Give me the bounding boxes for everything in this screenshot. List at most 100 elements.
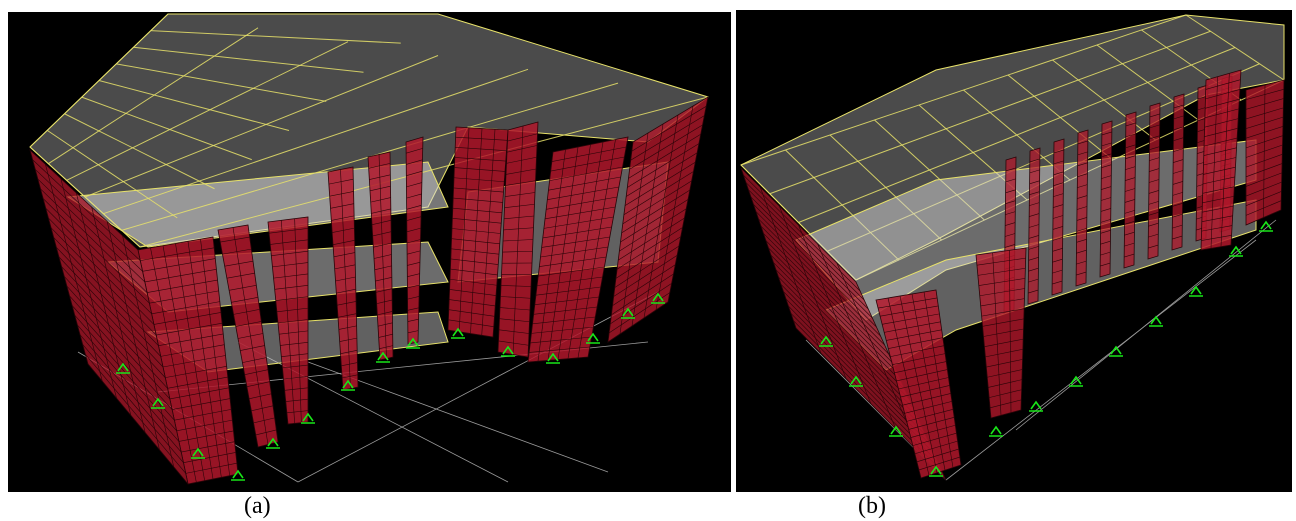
shear-wall-mesh-h xyxy=(220,236,250,243)
support-symbol xyxy=(406,337,420,349)
shear-wall-mesh-h xyxy=(896,369,948,382)
shear-wall-mesh-h xyxy=(912,432,957,446)
shear-wall-mesh-h xyxy=(333,252,356,258)
shear-wall-mesh-h xyxy=(1028,289,1039,294)
shear-wall-mesh-h xyxy=(882,313,940,325)
shear-wall-mesh-h xyxy=(1124,220,1135,225)
shear-wall-mesh-h xyxy=(329,191,354,197)
shear-wall-mesh-h xyxy=(615,236,681,279)
shear-wall-mesh-h xyxy=(332,240,355,245)
shear-wall-mesh-h xyxy=(884,321,941,333)
shear-wall-mesh-h xyxy=(406,193,422,199)
shear-wall-mesh-h xyxy=(543,216,614,229)
shear-wall-mesh-h xyxy=(149,290,219,304)
shear-wall-mesh-h xyxy=(371,220,392,225)
shear-wall-mesh-h xyxy=(50,227,157,336)
shear-wall-mesh-h xyxy=(1245,107,1284,120)
support-symbol xyxy=(501,345,515,357)
shear-wall-mesh-h xyxy=(451,238,500,245)
shear-wall-mesh-h xyxy=(450,268,498,276)
shear-wall-mesh-h xyxy=(624,161,696,206)
shear-wall-mesh-h xyxy=(1205,89,1240,100)
shear-wall-mesh-h xyxy=(172,398,231,410)
support-symbol xyxy=(889,425,903,437)
ground-grid-line xyxy=(297,291,659,483)
shear-wall-mesh-h xyxy=(1052,215,1064,219)
roof-gridline xyxy=(740,14,1187,166)
shear-wall-mesh-h xyxy=(1173,159,1184,163)
shear-wall-mesh-h xyxy=(334,264,356,270)
shear-wall-mesh-h xyxy=(165,365,227,378)
shear-wall-mesh-h xyxy=(900,385,950,398)
shear-wall-mesh-h xyxy=(902,393,951,406)
roof-gridline xyxy=(133,46,364,73)
shear-wall-mesh-h xyxy=(504,203,535,208)
shear-wall-mesh-h xyxy=(369,174,391,180)
shear-wall-mesh-h xyxy=(898,377,949,390)
shear-wall-mesh-h xyxy=(406,170,423,176)
shear-wall-mesh-h xyxy=(610,283,672,325)
shear-wall-mesh-h xyxy=(331,215,355,221)
shear-wall-mesh-h xyxy=(763,233,894,364)
shear-wall-mesh-h xyxy=(1052,280,1063,285)
shear-wall-mesh-h xyxy=(775,269,914,409)
shear-wall-mesh-h xyxy=(780,284,922,427)
roof-gridline xyxy=(116,63,327,102)
shear-wall-mesh-h xyxy=(1028,246,1039,250)
shear-wall-mesh-h xyxy=(785,298,930,445)
shear-wall-mesh-h xyxy=(622,180,692,225)
shear-wall-mesh-h xyxy=(1100,208,1111,212)
roof-gridline xyxy=(29,13,169,148)
shear-wall-mesh-h xyxy=(539,256,607,267)
shear-wall-mesh-h xyxy=(1077,195,1088,199)
shear-wall-mesh-h xyxy=(406,148,423,154)
shear-wall-mesh-h xyxy=(1053,204,1064,208)
shear-wall-mesh-h xyxy=(452,207,503,214)
shear-wall-mesh-h xyxy=(1052,269,1063,274)
shear-wall-mesh-h xyxy=(162,355,226,368)
shear-wall-mesh-h xyxy=(340,350,358,354)
shear-wall-mesh-h xyxy=(174,409,232,421)
shear-wall-mesh-h xyxy=(1149,146,1160,151)
shear-wall-mesh-h xyxy=(284,387,309,391)
shear-wall-mesh-h xyxy=(1203,147,1237,156)
shear-wall-mesh-h xyxy=(1201,234,1232,241)
shear-wall-mesh-h xyxy=(1202,186,1235,194)
roof-gridline xyxy=(139,96,709,248)
shear-wall-mesh-h xyxy=(1076,238,1087,243)
shear-wall-mesh-h xyxy=(1202,196,1234,204)
shear-wall-mesh-h xyxy=(989,389,1022,398)
shear-wall-mesh-h xyxy=(253,417,275,424)
shear-wall-mesh-h xyxy=(32,159,141,261)
support-symbol xyxy=(341,379,355,391)
shear-wall-mesh-h xyxy=(185,462,237,474)
shear-wall-mesh-h xyxy=(1029,169,1040,174)
shear-wall-mesh-h xyxy=(373,242,392,248)
shear-wall-mesh-h xyxy=(167,376,228,389)
shear-wall-mesh-h xyxy=(35,169,143,272)
shear-wall-mesh-h xyxy=(455,136,508,141)
shear-wall-mesh-h xyxy=(1124,242,1135,247)
shear-wall-mesh-h xyxy=(229,284,257,291)
shear-wall-mesh-h xyxy=(277,319,309,324)
caption-b: (b) xyxy=(858,493,886,519)
shear-wall-mesh-h xyxy=(1076,260,1087,265)
shear-wall-mesh-h xyxy=(449,299,496,307)
shear-wall-mesh-h xyxy=(778,276,918,418)
shear-wall-mesh-h xyxy=(1148,190,1159,194)
shear-wall-mesh-h xyxy=(773,262,910,400)
shear-wall-mesh-h xyxy=(371,208,391,214)
shear-wall-mesh-h xyxy=(530,336,592,344)
shear-wall-mesh-h xyxy=(1203,137,1238,147)
shear-wall-mesh-h xyxy=(1076,217,1087,221)
shear-wall-mesh-h xyxy=(1004,233,1016,237)
shear-wall-mesh-h xyxy=(750,196,873,319)
shear-wall-mesh-h xyxy=(1149,135,1160,140)
shear-wall-mesh-h xyxy=(240,345,265,351)
shear-wall-mesh-h xyxy=(1245,200,1282,216)
shear-wall-mesh-h xyxy=(1052,237,1063,241)
shear-wall-mesh-h xyxy=(906,409,954,422)
shear-wall-mesh-h xyxy=(449,278,497,286)
shear-wall-mesh-h xyxy=(453,197,503,203)
shear-wall-mesh-h xyxy=(1124,231,1135,236)
